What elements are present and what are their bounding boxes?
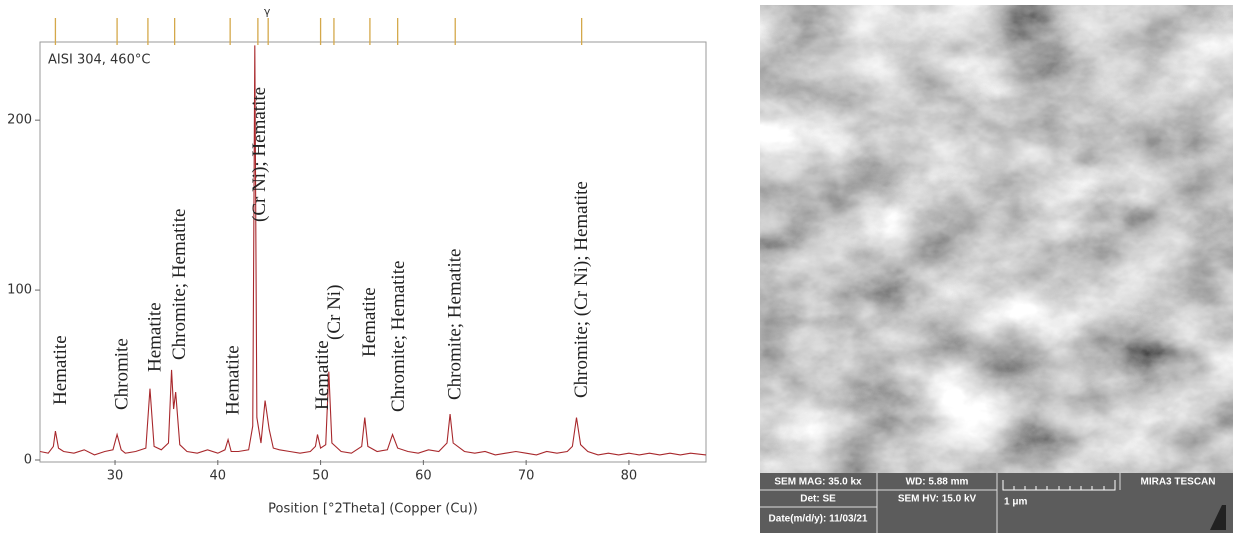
peak-annotation: Hematite: [50, 335, 71, 405]
x-tick-label: 50: [312, 469, 329, 484]
figure: AISI 304, 460°C Position [°2Theta] (Copp…: [0, 0, 1233, 533]
sem-image: [760, 5, 1233, 473]
sem-date: Date(m/d/y): 11/03/21: [769, 514, 868, 525]
plot-frame: [40, 42, 706, 462]
reference-label: γ: [264, 5, 271, 18]
peak-annotation: Chromite; Hematite: [444, 249, 465, 400]
y-tick-label: 100: [7, 283, 32, 298]
x-axis-label: Position [°2Theta] (Copper (Cu)): [268, 502, 478, 517]
y-tick-label: 200: [7, 113, 32, 128]
x-tick-label: 80: [621, 469, 638, 484]
peak-annotation: Hematite: [144, 302, 165, 372]
x-tick-label: 40: [210, 469, 227, 484]
x-tick-label: 60: [415, 469, 432, 484]
x-tick-label: 30: [107, 469, 124, 484]
peak-annotation: Hematite: [359, 287, 380, 357]
sem-wd: WD: 5.88 mm: [906, 477, 969, 488]
peak-annotation: Chromite; Hematite: [169, 209, 190, 360]
sem-det: Det: SE: [800, 494, 836, 505]
peak-annotation: Hematite: [312, 340, 333, 410]
page: AISI 304, 460°C Position [°2Theta] (Copp…: [0, 0, 1233, 533]
sem-hv: SEM HV: 15.0 kV: [898, 494, 977, 505]
sem-mag: SEM MAG: 35.0 kx: [774, 477, 862, 488]
sem-brand: MIRA3 TESCAN: [1140, 477, 1215, 488]
y-tick-label: 0: [24, 453, 32, 468]
sem-info-bar: SEM MAG: 35.0 kx WD: 5.88 mm MIRA3 TESCA…: [760, 473, 1233, 533]
peak-annotation: (Cr Ni): [324, 285, 345, 340]
peak-annotation: Chromite; (Cr Ni); Hematite: [571, 181, 592, 398]
chart-subtitle: AISI 304, 460°C: [48, 53, 150, 68]
x-tick-label: 70: [518, 469, 535, 484]
peak-annotation: Chromite; Hematite: [388, 261, 409, 412]
sem-scale: 1 μm: [1004, 497, 1027, 508]
peak-annotation: Hematite: [222, 345, 243, 415]
peak-annotation: (Cr Ni); Hematite: [249, 87, 270, 222]
peak-annotation: Chromite: [111, 338, 132, 410]
